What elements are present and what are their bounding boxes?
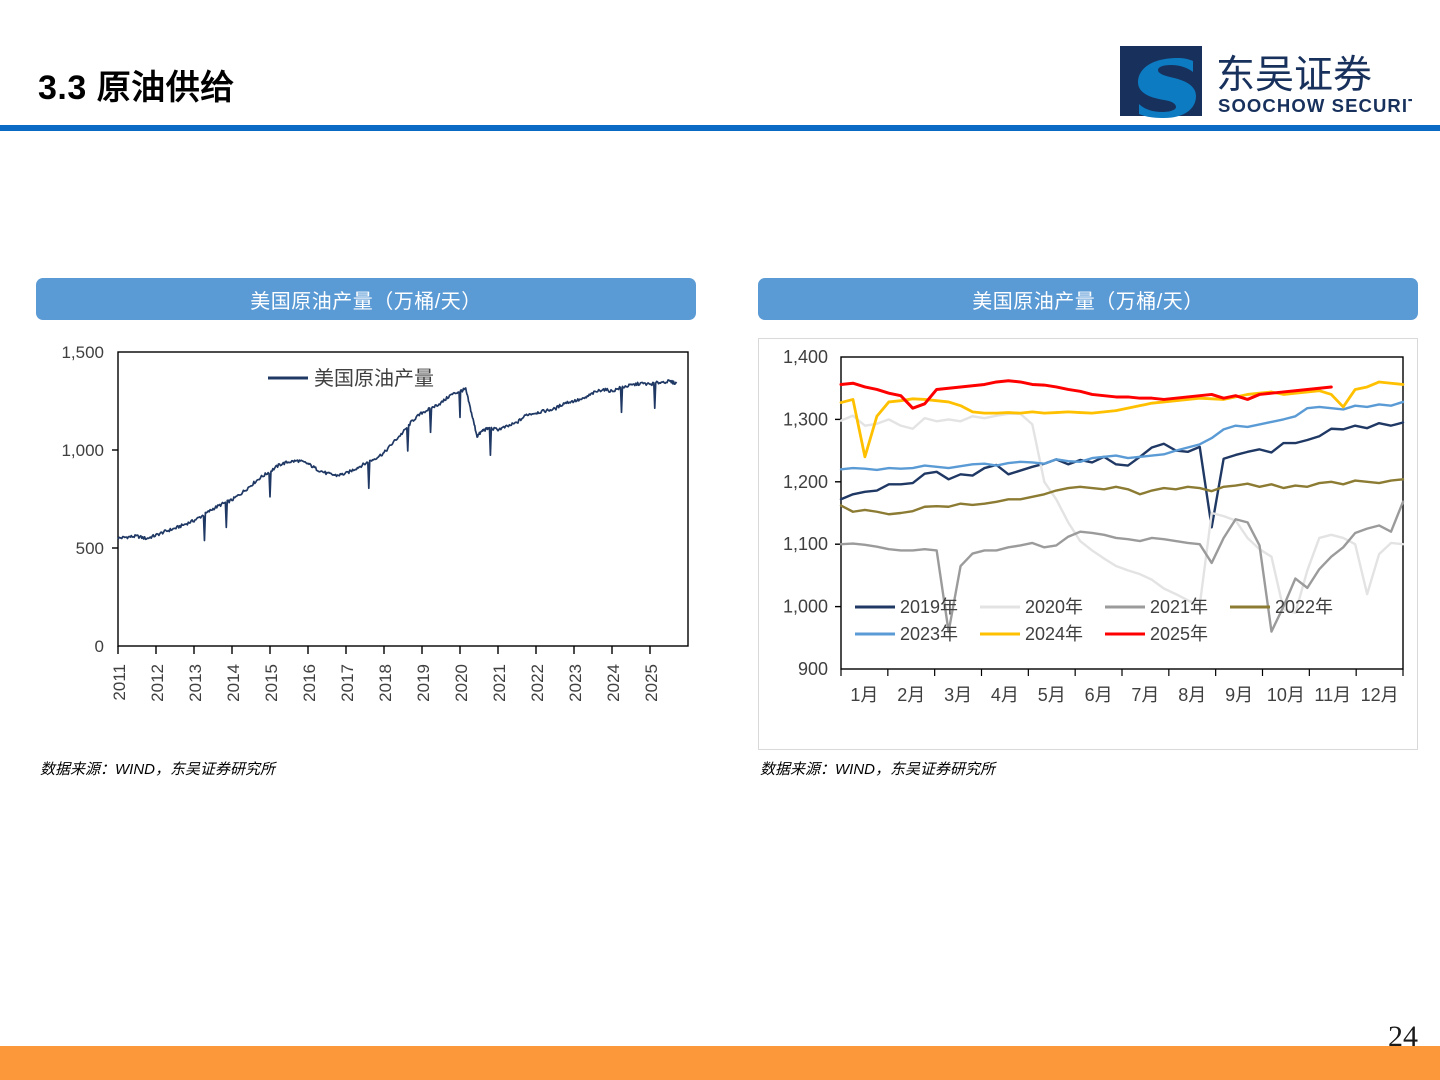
logo-name-cn: 东吴证券 <box>1216 54 1372 97</box>
x-tick-label: 2015 <box>262 664 281 702</box>
logo-name-en: SOOCHOW SECURITIES <box>1218 95 1412 116</box>
x-tick-label: 2018 <box>376 664 395 702</box>
page-number: 24 <box>1388 1020 1418 1053</box>
soochow-securities-logo: 东吴证券 SOOCHOW SECURITIES <box>1120 44 1412 122</box>
x-tick-label: 2021 <box>490 664 509 702</box>
y-tick-label: 1,000 <box>61 441 104 460</box>
x-tick-label: 2022 <box>528 664 547 702</box>
y-tick-label: 500 <box>76 539 104 558</box>
page-title: 3.3 原油供给 <box>38 69 235 107</box>
us-crude-production-history-chart: 0 500 1,000 1,500 2011 2012 2013 2014 2015 2016 20… <box>61 343 689 702</box>
footer-bar <box>0 1046 1440 1080</box>
y-tick-label: 1,300 <box>783 409 828 429</box>
chart-frame-left: 0 500 1,000 1,500 2011 2012 2013 2014 2015 2016 20… <box>36 338 696 750</box>
x-tick-label: 2012 <box>148 664 167 702</box>
plot-border <box>117 351 689 647</box>
chart-title-left: 美国原油产量（万桶/天） <box>36 278 696 320</box>
series-line-2019年 <box>839 421 1405 529</box>
x-tick-label: 2011 <box>110 664 129 701</box>
y-tick-label: 1,100 <box>783 534 828 554</box>
series-line-2024年 <box>839 380 1405 459</box>
x-tick-label: 7月 <box>1131 685 1159 705</box>
x-tick-label: 2016 <box>300 664 319 702</box>
x-tick-label: 1月 <box>850 685 878 705</box>
legend-label: 美国原油产量 <box>314 367 434 390</box>
series-line-2025年 <box>839 379 1333 410</box>
x-tick-label: 2月 <box>897 685 925 705</box>
x-tick-label: 2025 <box>642 664 661 702</box>
y-tick-label: 1,400 <box>783 347 828 367</box>
chart-frame-right: 900 1,000 1,100 1,200 1,300 1,400 1月 2月 3月 4月 5月 6月… <box>758 338 1418 750</box>
series-line-2021年 <box>839 500 1405 633</box>
legend-label-2023年: 2023年 <box>900 624 958 644</box>
x-tick-label: 2014 <box>224 664 243 702</box>
x-tick-label: 12月 <box>1361 685 1399 705</box>
x-tick-label: 5月 <box>1038 685 1066 705</box>
y-tick-label: 1,500 <box>61 343 104 362</box>
legend-label-2022年: 2022年 <box>1275 597 1333 617</box>
series-line-2022年 <box>839 478 1405 516</box>
logo-mark-s <box>1138 58 1196 118</box>
legend-label-2019年: 2019年 <box>900 597 958 617</box>
y-tick-label: 0 <box>95 637 104 656</box>
source-note-right: 数据来源：WIND，东吴证券研究所 <box>760 761 995 778</box>
series-line-2023年 <box>839 400 1405 472</box>
x-tick-label: 2013 <box>186 664 205 702</box>
chart-panel-right: 美国原油产量（万桶/天） 900 1,000 1,100 1,200 1,300 1,40… <box>758 278 1418 750</box>
series-line-us-crude-production <box>117 379 678 542</box>
legend-label-2021年: 2021年 <box>1150 597 1208 617</box>
legend-label-2025年: 2025年 <box>1150 624 1208 644</box>
x-tick-label: 11月 <box>1314 685 1351 705</box>
x-tick-label: 3月 <box>944 685 972 705</box>
x-tick-label: 9月 <box>1225 685 1253 705</box>
y-tick-label: 1,000 <box>783 597 828 617</box>
series-line-2020年 <box>839 412 1405 615</box>
x-tick-label: 4月 <box>991 685 1019 705</box>
x-tick-label: 10月 <box>1267 685 1305 705</box>
legend-label-2020年: 2020年 <box>1025 597 1083 617</box>
chart-title-right: 美国原油产量（万桶/天） <box>758 278 1418 320</box>
x-tick-label: 2023 <box>566 664 585 702</box>
us-crude-production-seasonal-chart: 900 1,000 1,100 1,200 1,300 1,400 1月 2月 3月 4月 5月 6月… <box>783 347 1405 705</box>
x-tick-label: 6月 <box>1085 685 1113 705</box>
x-tick-label: 2019 <box>414 664 433 702</box>
x-tick-label: 2017 <box>338 664 357 702</box>
chart-panel-left: 美国原油产量（万桶/天） 0 500 1,000 1,500 2011 2012 2013 2… <box>36 278 696 750</box>
y-tick-label: 900 <box>798 659 828 679</box>
header-divider <box>0 125 1440 131</box>
logo-wordmark-cn: 东吴证券 <box>1216 54 1372 97</box>
source-note-left: 数据来源：WIND，东吴证券研究所 <box>40 761 275 778</box>
logo-svg: 东吴证券 SOOCHOW SECURITIES <box>1120 46 1412 118</box>
y-tick-label: 1,200 <box>783 472 828 492</box>
x-tick-label: 2024 <box>604 664 623 702</box>
x-tick-label: 8月 <box>1178 685 1206 705</box>
x-tick-label: 2020 <box>452 664 471 702</box>
legend-label-2024年: 2024年 <box>1025 624 1083 644</box>
